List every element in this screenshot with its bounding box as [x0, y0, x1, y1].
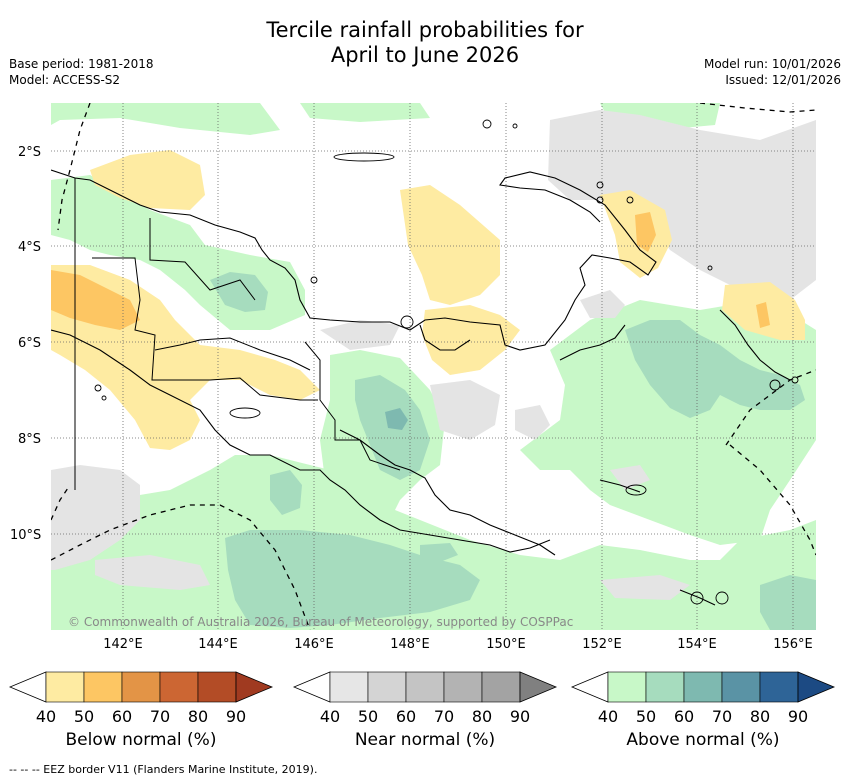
- colorbar-tick-label: 40: [598, 707, 618, 726]
- lon-label: 146°E: [294, 637, 334, 652]
- meta-right: Model run: 10/01/2026 Issued: 12/01/2026: [704, 56, 841, 88]
- colorbar-segment: [683, 671, 723, 703]
- below-normal-label: Below normal (%): [65, 730, 217, 750]
- issued-date: Issued: 12/01/2026: [725, 73, 841, 87]
- colorbar-segment: [45, 671, 85, 703]
- colorbar-tick-label: 50: [636, 707, 656, 726]
- below-normal-60-regions: [51, 212, 770, 330]
- probability-field: [51, 103, 816, 630]
- colorbar-legends: 40 50 60 70 80 90 40 50 60 70 80 90 40 50 60 70 80 90: [8, 671, 836, 726]
- copyright-credit: © Commonwealth of Australia 2026, Bureau…: [68, 615, 573, 629]
- eez-border: [51, 103, 816, 630]
- colorbar-tick-label: 40: [36, 707, 56, 726]
- colorbar-segment: [329, 671, 369, 703]
- admin-borders: [74, 178, 401, 490]
- lat-label: 10°S: [10, 528, 41, 543]
- lon-label: 142°E: [103, 637, 143, 652]
- title-line-1: Tercile rainfall probabilities for: [266, 18, 584, 42]
- colorbar-tick-label: 60: [396, 707, 416, 726]
- latitude-axis: 2°S 4°S 6°S 8°S 10°S: [10, 145, 41, 543]
- lat-label: 4°S: [18, 240, 41, 255]
- colorbar-segment: [443, 671, 483, 703]
- above-normal-label: Above normal (%): [626, 730, 780, 750]
- above-normal-70-regions: [385, 408, 408, 430]
- colorbar-tick-label: 50: [74, 707, 94, 726]
- eez-footer-note: -- -- -- EEZ border V11 (Flanders Marine…: [9, 763, 318, 776]
- above-normal-colorbar: 40 50 60 70 80 90: [570, 671, 836, 726]
- longitude-axis: 142°E 144°E 146°E 148°E 150°E 152°E 154°…: [103, 637, 813, 652]
- islands: [94, 119, 799, 605]
- colorbar-segment: [481, 671, 521, 703]
- colorbar-extend-high: [797, 671, 836, 703]
- near-normal-label: Near normal (%): [354, 730, 496, 750]
- meta-left: Base period: 1981-2018 Model: ACCESS-S2: [9, 56, 154, 88]
- colorbar-tick-label: 60: [112, 707, 132, 726]
- colorbar-extend-high: [235, 671, 274, 703]
- near-normal-50-regions: [51, 110, 816, 600]
- colorbar-segment: [405, 671, 445, 703]
- map-title: Tercile rainfall probabilities for April…: [0, 18, 850, 68]
- lon-label: 154°E: [677, 637, 717, 652]
- colorbar-tick-label: 90: [226, 707, 246, 726]
- lat-label: 6°S: [18, 336, 41, 351]
- near-normal-colorbar: 40 50 60 70 80 90: [292, 671, 558, 726]
- colorbar-segment: [721, 671, 761, 703]
- colorbar-tick-label: 70: [712, 707, 732, 726]
- lat-label: 2°S: [18, 145, 41, 160]
- model-name: Model: ACCESS-S2: [9, 73, 121, 87]
- colorbar-segment: [197, 671, 237, 703]
- colorbar-segment: [83, 671, 123, 703]
- lon-label: 152°E: [582, 637, 622, 652]
- lon-label: 156°E: [773, 637, 813, 652]
- colorbar-tick-label: 80: [188, 707, 208, 726]
- lon-label: 150°E: [486, 637, 526, 652]
- colorbar-extend-high: [519, 671, 558, 703]
- lon-label: 144°E: [198, 637, 238, 652]
- graticule: [51, 103, 816, 630]
- lat-label: 8°S: [18, 432, 41, 447]
- colorbar-tick-label: 60: [674, 707, 694, 726]
- above-normal-60-regions: [210, 272, 816, 630]
- colorbar-segment: [645, 671, 685, 703]
- colorbar-segment: [367, 671, 407, 703]
- colorbar-tick-label: 70: [434, 707, 454, 726]
- colorbar-tick-label: 50: [358, 707, 378, 726]
- base-period: Base period: 1981-2018: [9, 57, 154, 71]
- colorbar-segment: [607, 671, 647, 703]
- colorbar-extend-low: [292, 671, 331, 703]
- colorbar-tick-label: 80: [750, 707, 770, 726]
- colorbar-segment: [121, 671, 161, 703]
- lon-label: 148°E: [390, 637, 430, 652]
- coastline: [51, 169, 791, 606]
- colorbar-extend-low: [570, 671, 609, 703]
- model-run: Model run: 10/01/2026: [703, 57, 841, 71]
- colorbar-tick-label: 40: [320, 707, 340, 726]
- below-normal-colorbar: 40 50 60 70 80 90: [8, 671, 274, 726]
- colorbar-extend-low: [8, 671, 47, 703]
- colorbar-segment: [759, 671, 799, 703]
- colorbar-tick-label: 90: [788, 707, 808, 726]
- colorbar-tick-label: 70: [150, 707, 170, 726]
- colorbar-segment: [159, 671, 199, 703]
- colorbar-tick-label: 80: [472, 707, 492, 726]
- colorbar-tick-label: 90: [510, 707, 530, 726]
- title-line-2: April to June 2026: [330, 43, 520, 67]
